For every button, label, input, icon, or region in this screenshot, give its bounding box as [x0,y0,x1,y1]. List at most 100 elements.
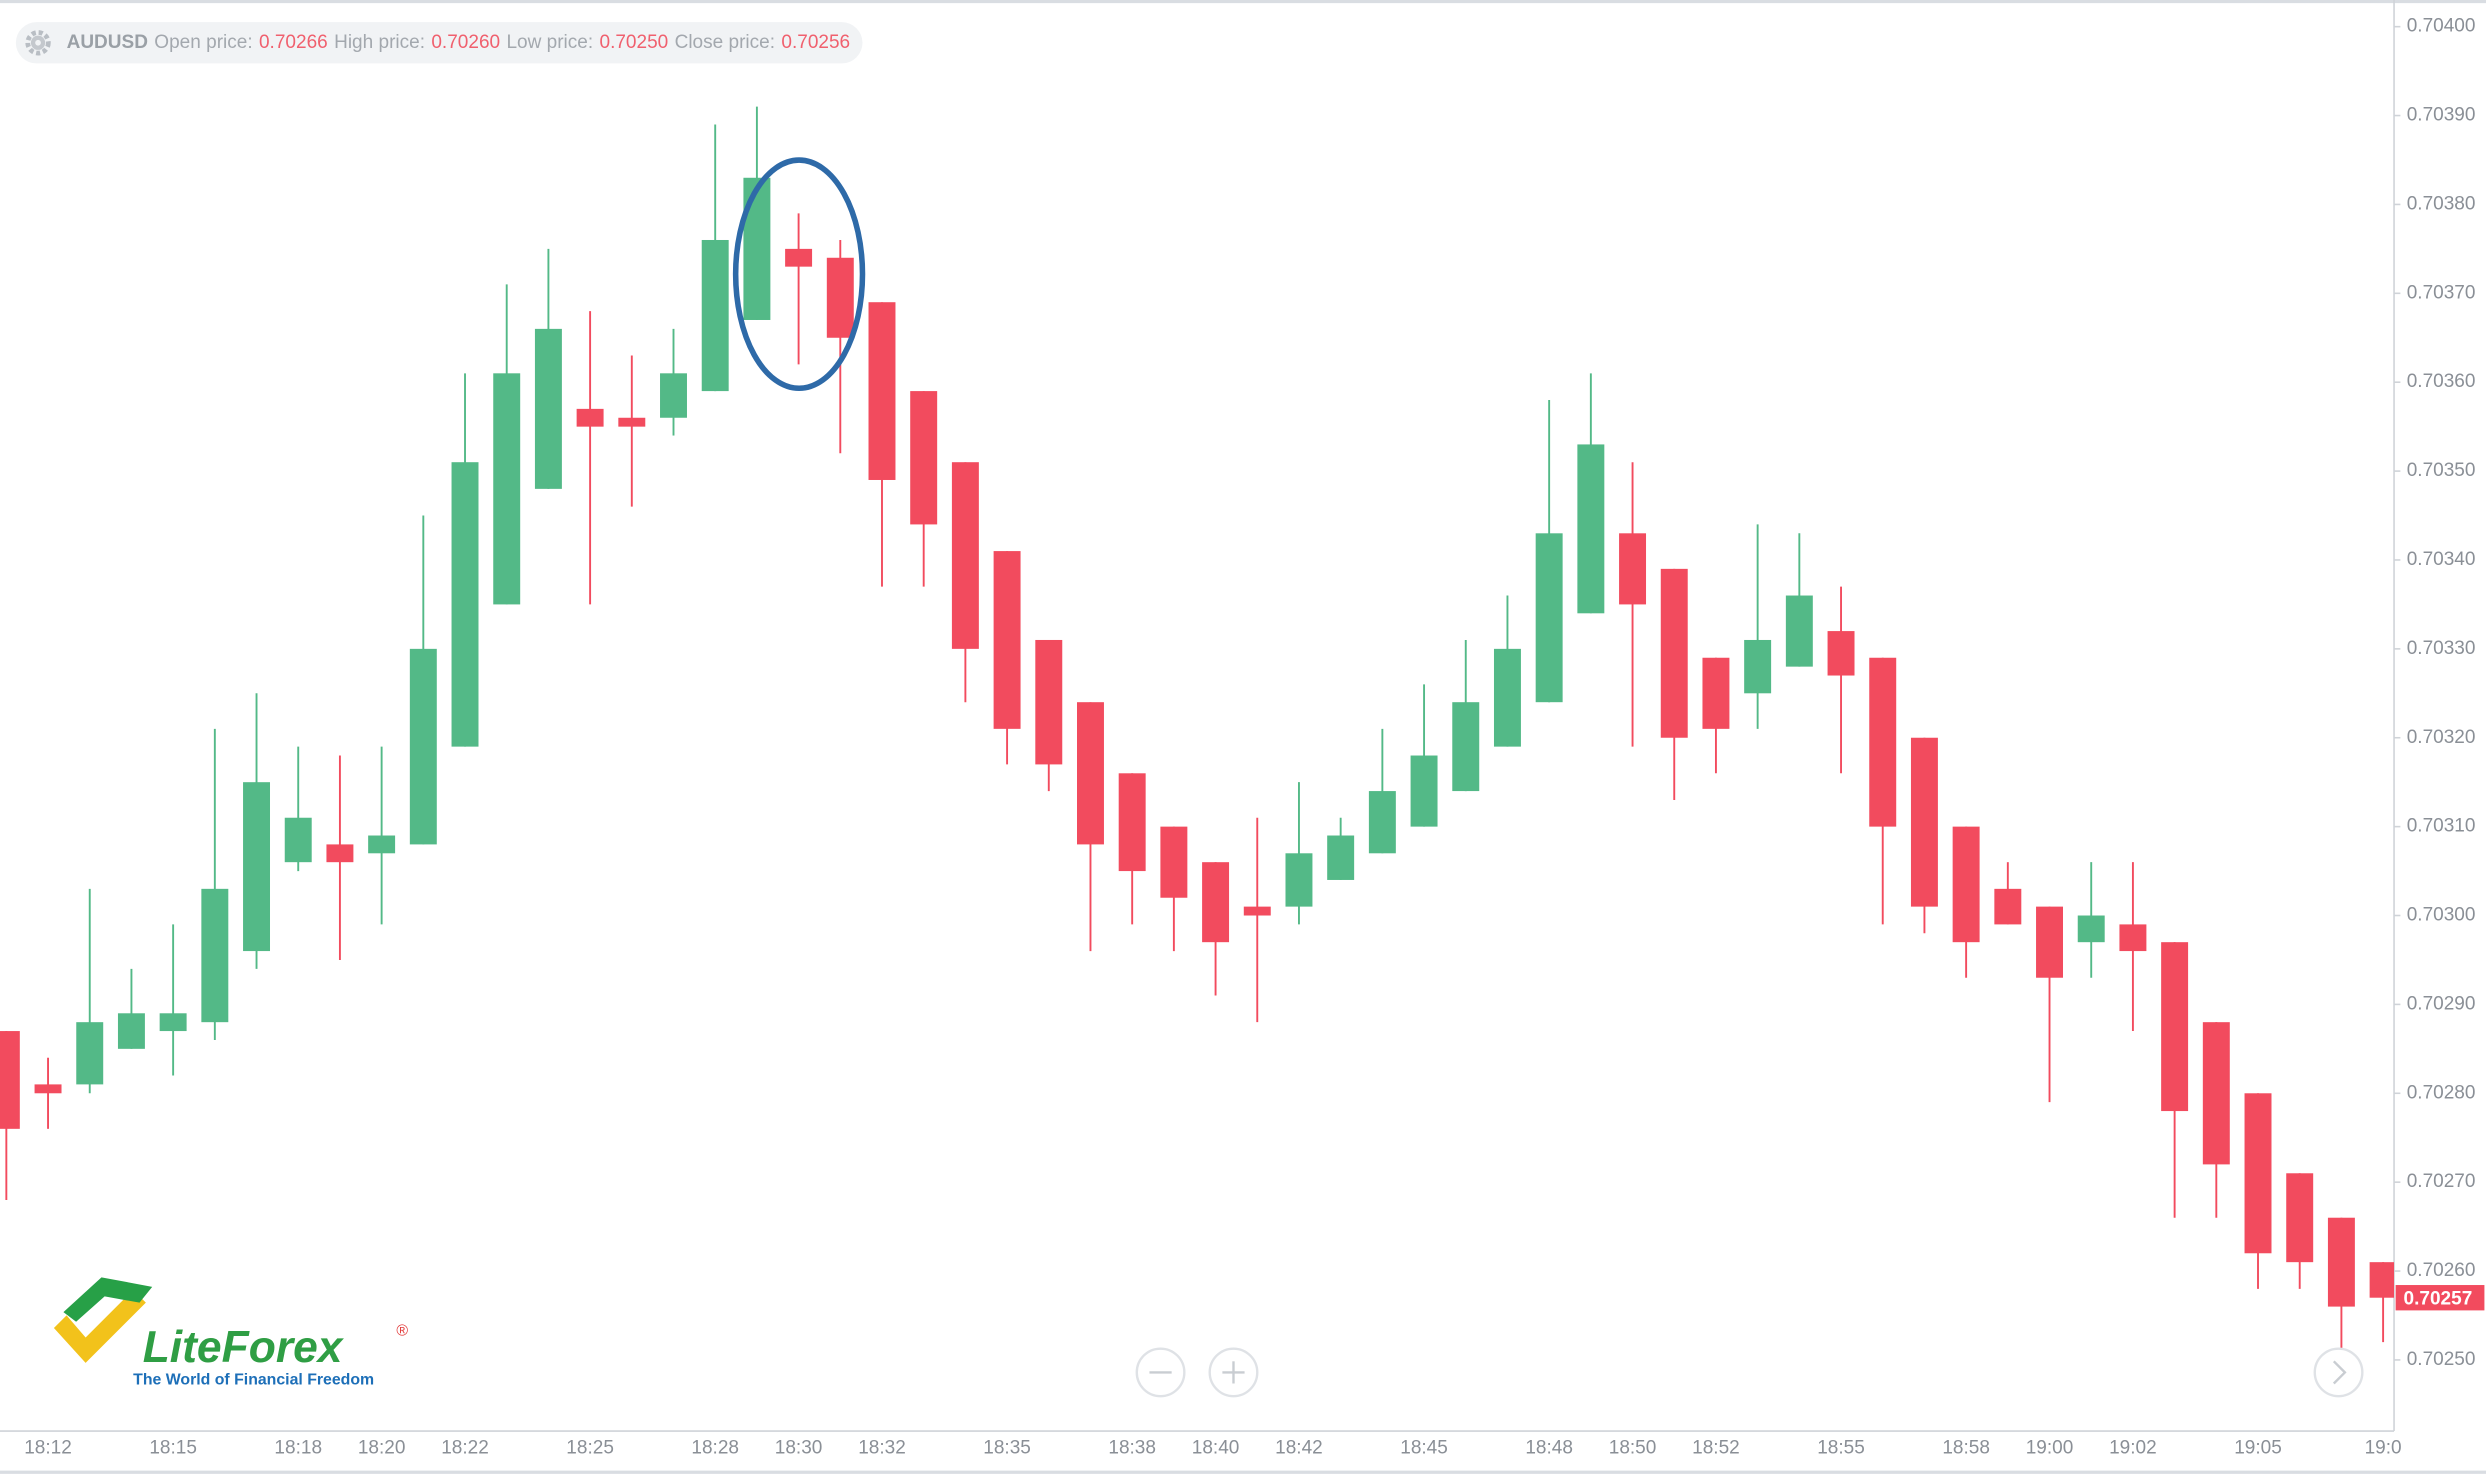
candle-body [534,328,562,489]
candle-body [451,462,479,747]
gear-teeth [25,30,51,56]
candle-body [1493,648,1521,747]
candle-body [1202,862,1230,943]
candle-body [868,302,896,480]
candle-body [1077,702,1104,845]
x-tick-label: 18:42 [1275,1438,1323,1459]
zoom-out-button[interactable] [1135,1347,1186,1398]
scroll-right-icon [2332,1360,2347,1385]
candle-body [743,177,771,320]
x-tick-label: 18:50 [1609,1438,1657,1459]
candle-body [2369,1262,2395,1298]
logo-registered: ® [396,1322,408,1339]
x-tick-label: 18:15 [149,1438,197,1459]
x-tick-label: 18:38 [1108,1438,1156,1459]
candle-body [159,1013,187,1032]
y-tick-label: 0.70320 [2407,727,2476,748]
candle-body [2036,906,2063,978]
candle-body [2119,924,2147,952]
header: AUDUSD Open price: 0.70266 High price: 0.702… [15,22,863,64]
candle-body [1785,595,1813,667]
candle-body [326,844,354,863]
x-tick-label: 18:28 [691,1438,739,1459]
y-tick-label: 0.70350 [2407,460,2476,481]
candle-body [2244,1093,2272,1254]
y-tick-label: 0.70400 [2407,16,2476,37]
scroll-right-button[interactable] [2313,1347,2364,1398]
x-tick-label: 19:0 [2365,1438,2402,1459]
candle-body [2077,915,2105,943]
field-value: 0.70260 [431,32,500,53]
candle-body [1702,657,1730,729]
candle-body [1452,702,1480,792]
symbol: AUDUSD [67,32,148,53]
zoom-in-button[interactable] [1208,1347,1259,1398]
x-tick-label: 19:02 [2109,1438,2157,1459]
logo: LiteForex ® The World of Financial Freed… [53,1277,408,1389]
x-tick-label: 18:18 [274,1438,322,1459]
candle-body [368,835,396,854]
logo-name: LiteForex [143,1323,345,1372]
field-label: Close price: [675,32,775,53]
candle-body [618,417,646,427]
candle-body [201,888,229,1023]
x-tick-label: 19:05 [2234,1438,2282,1459]
candle-body [1035,639,1063,765]
candle-body [1952,826,1980,943]
x-tick-label: 18:30 [775,1438,823,1459]
candle-body [910,391,938,525]
x-tick-label: 18:55 [1817,1438,1865,1459]
x-tick-label: 18:58 [1942,1438,1990,1459]
x-tick-label: 19:00 [2026,1438,2074,1459]
y-tick-label: 0.70270 [2407,1171,2476,1192]
candle-body [660,373,687,418]
candle-body [1118,773,1146,872]
y-tick-label: 0.70390 [2407,105,2476,126]
candle-body [1535,533,1563,703]
gear-hole [35,39,41,46]
y-tick-label: 0.70370 [2407,282,2476,303]
logo-mark-yellow [53,1289,146,1363]
field-label: Open price: [154,32,252,53]
candle-body [1744,639,1772,694]
candles [0,106,2395,1352]
candle-body [701,239,729,392]
candle-body [409,648,437,845]
y-tick-label: 0.70290 [2407,993,2476,1014]
x-tick-label: 18:22 [441,1438,489,1459]
candle-body [1285,853,1313,907]
candle-body [951,462,979,649]
x-tick-label: 18:20 [358,1438,406,1459]
candle-body [1660,568,1688,738]
y-tick-label: 0.70360 [2407,371,2476,392]
candle-body [2327,1217,2355,1307]
candle-body [0,1031,20,1129]
candle-body [1160,826,1188,898]
x-tick-label: 18:45 [1400,1438,1448,1459]
candle-body [34,1084,62,1094]
y-tick-label: 0.70380 [2407,193,2476,214]
candle-body [284,817,312,863]
candle-body [1827,631,1855,676]
candle-body [826,257,854,338]
y-tick-label: 0.70260 [2407,1260,2476,1281]
candle-body [76,1022,104,1085]
scroll-right-circle [2313,1347,2364,1398]
settings-icon[interactable] [25,30,51,56]
field-label: Low price: [506,32,593,53]
x-tick-label: 18:12 [24,1438,72,1459]
last-price-label: 0.70257 [2404,1288,2473,1309]
y-tick-label: 0.70250 [2407,1349,2476,1370]
y-tick-label: 0.70310 [2407,816,2476,837]
candle-body [493,373,521,605]
candle-body [1243,906,1271,916]
y-tick-label: 0.70340 [2407,549,2476,570]
candle-body [1410,755,1438,827]
x-tick-label: 18:32 [858,1438,906,1459]
x-tick-label: 18:25 [566,1438,614,1459]
field-value: 0.70250 [599,32,668,53]
y-tick-label: 0.70300 [2407,905,2476,926]
candle-body [1619,533,1647,605]
